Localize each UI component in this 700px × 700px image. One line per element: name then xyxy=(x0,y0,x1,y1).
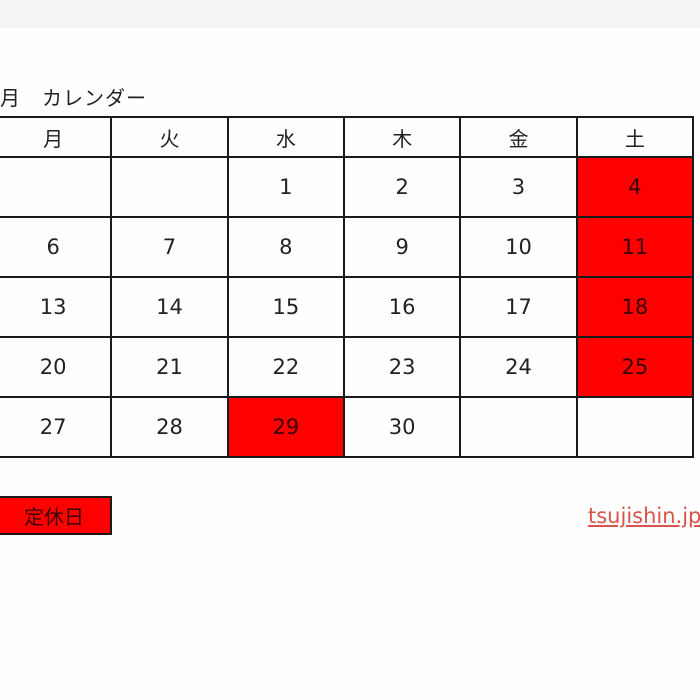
calendar-day-cell: 13 xyxy=(0,276,113,338)
calendar-day-cell: 30 xyxy=(342,396,462,458)
calendar-day-cell: 16 xyxy=(342,276,462,338)
calendar-title: 月 カレンダー xyxy=(0,86,147,110)
weekday-header: 金 xyxy=(459,116,578,158)
weekday-header: 木 xyxy=(342,116,462,158)
empty-day-cell xyxy=(0,156,113,218)
calendar-day-cell: 23 xyxy=(342,336,462,398)
calendar-day-cell: 29 xyxy=(226,396,345,458)
calendar-day-cell: 18 xyxy=(575,276,695,338)
calendar-day-cell: 11 xyxy=(575,216,695,278)
calendar-day-cell: 28 xyxy=(110,396,229,458)
calendar-day-cell: 27 xyxy=(0,396,113,458)
calendar-week-row: 13 14 15 16 17 18 xyxy=(0,276,695,338)
legend-closed-day: 定休日 xyxy=(0,496,112,535)
calendar-day-cell: 22 xyxy=(226,336,345,398)
calendar-day-cell: 17 xyxy=(459,276,578,338)
calendar-day-cell: 14 xyxy=(110,276,229,338)
calendar-day-cell: 7 xyxy=(110,216,229,278)
calendar-grid: 月火水木金土 1 2 3 4 6 7 8 9 10 11 13 14 15 16 17 18 20 21 22 23 24… xyxy=(0,116,695,458)
calendar-day-cell: 1 xyxy=(226,156,345,218)
calendar-day-cell: 3 xyxy=(459,156,578,218)
weekday-header: 土 xyxy=(575,116,695,158)
calendar-week-row: 6 7 8 9 10 11 xyxy=(0,216,695,278)
empty-day-cell xyxy=(459,396,578,458)
calendar-day-cell: 15 xyxy=(226,276,345,338)
top-band xyxy=(0,0,700,28)
calendar-day-cell: 2 xyxy=(342,156,462,218)
weekday-header: 水 xyxy=(226,116,345,158)
calendar-day-cell: 6 xyxy=(0,216,113,278)
calendar-day-cell: 25 xyxy=(575,336,695,398)
calendar-day-cell: 24 xyxy=(459,336,578,398)
calendar-day-cell: 8 xyxy=(226,216,345,278)
calendar-day-cell: 10 xyxy=(459,216,578,278)
legend-label: 定休日 xyxy=(24,505,84,529)
weekday-header: 月 xyxy=(0,116,113,158)
calendar-day-cell: 20 xyxy=(0,336,113,398)
empty-day-cell xyxy=(110,156,229,218)
site-link[interactable]: tsujishin.jp xyxy=(588,504,700,528)
empty-day-cell xyxy=(575,396,695,458)
calendar-week-row: 27 28 29 30 xyxy=(0,396,695,458)
calendar-week-row: 20 21 22 23 24 25 xyxy=(0,336,695,398)
weekday-header: 火 xyxy=(110,116,229,158)
calendar-day-cell: 4 xyxy=(575,156,695,218)
calendar-day-cell: 21 xyxy=(110,336,229,398)
calendar-day-cell: 9 xyxy=(342,216,462,278)
